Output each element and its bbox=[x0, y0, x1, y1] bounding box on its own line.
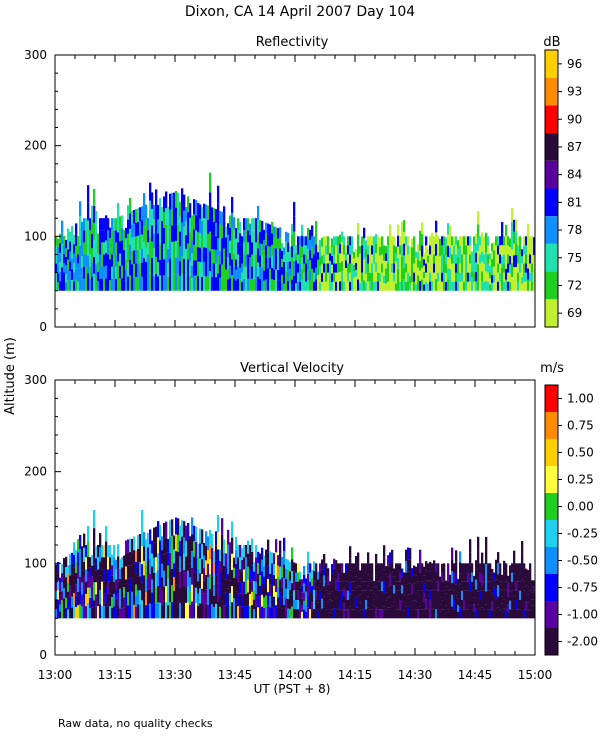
velocity-colorbar-swatch bbox=[545, 385, 558, 412]
velocity-colorbar-tick-label: 0.00 bbox=[567, 500, 594, 514]
velocity-colorbar-swatch bbox=[545, 547, 558, 574]
reflectivity-y-tick-label: 100 bbox=[24, 229, 47, 243]
reflectivity-colorbar-tick-label: 69 bbox=[567, 306, 582, 320]
reflectivity-colorbar-swatch bbox=[545, 133, 558, 161]
y-axis-label: Altitude (m) bbox=[3, 337, 18, 415]
reflectivity-y-tick-label: 0 bbox=[39, 320, 47, 334]
reflectivity-colorbar-swatch bbox=[545, 243, 558, 272]
velocity-colorbar-swatch bbox=[545, 574, 558, 601]
velocity-colorbar-tick-label: -0.50 bbox=[567, 554, 598, 568]
x-tick-label: 14:15 bbox=[338, 668, 373, 682]
velocity-colorbar-tick-label: 0.50 bbox=[567, 446, 594, 460]
velocity-unit: m/s bbox=[540, 361, 564, 376]
reflectivity-colorbar-tick-label: 96 bbox=[567, 57, 582, 71]
velocity-colorbar-tick-label: 0.75 bbox=[567, 419, 594, 433]
velocity-colorbar-swatch bbox=[545, 412, 558, 439]
velocity-colorbar-swatch bbox=[545, 601, 558, 628]
x-tick-label: 13:00 bbox=[38, 668, 73, 682]
reflectivity-colorbar-tick-label: 78 bbox=[567, 223, 582, 237]
reflectivity-colorbar-tick-label: 84 bbox=[567, 168, 582, 182]
velocity-colorbar: 1.00 0.75 0.50 0.25 0.00 -0.25 -0.50 -0.75 -1.00… bbox=[544, 384, 598, 656]
reflectivity-colorbar-swatch bbox=[545, 188, 558, 217]
reflectivity-colorbar-tick-label: 75 bbox=[567, 251, 582, 265]
x-tick-label: 14:30 bbox=[398, 668, 433, 682]
reflectivity-colorbar-swatch bbox=[545, 105, 558, 134]
velocity-y-tick-label: 300 bbox=[24, 373, 47, 387]
velocity-y-tick-label: 200 bbox=[24, 465, 47, 479]
velocity-colorbar-tick-label: -1.00 bbox=[567, 608, 598, 622]
reflectivity-colorbar-tick-label: 87 bbox=[567, 140, 582, 154]
velocity-data-field bbox=[55, 509, 536, 619]
velocity-colorbar-swatch bbox=[545, 628, 558, 655]
reflectivity-title: Reflectivity bbox=[256, 35, 329, 50]
reflectivity-colorbar-tick-label: 90 bbox=[567, 112, 582, 126]
x-tick-label: 15:00 bbox=[518, 668, 553, 682]
reflectivity-colorbar-tick-label: 93 bbox=[567, 85, 582, 99]
velocity-y-tick-label: 0 bbox=[39, 648, 47, 662]
velocity-colorbar-swatch bbox=[545, 466, 558, 493]
reflectivity-colorbar-tick-label: 72 bbox=[567, 278, 582, 292]
velocity-colorbar-tick-label: -0.75 bbox=[567, 581, 598, 595]
velocity-colorbar-swatch bbox=[545, 439, 558, 466]
x-tick-label: 13:30 bbox=[158, 668, 193, 682]
x-tick-label: 14:00 bbox=[278, 668, 313, 682]
reflectivity-colorbar-swatch bbox=[545, 160, 558, 189]
velocity-colorbar-swatch bbox=[545, 493, 558, 520]
velocity-title: Vertical Velocity bbox=[240, 361, 344, 376]
reflectivity-colorbar-swatch bbox=[545, 271, 558, 300]
velocity-colorbar-tick-label: -0.25 bbox=[567, 527, 598, 541]
x-tick-label: 14:45 bbox=[458, 668, 493, 682]
velocity-colorbar-swatch bbox=[545, 520, 558, 547]
figure-title: Dixon, CA 14 April 2007 Day 104 bbox=[185, 4, 415, 20]
x-tick-label: 13:45 bbox=[218, 668, 253, 682]
x-tick-label: 13:15 bbox=[98, 668, 133, 682]
reflectivity-data-field bbox=[55, 172, 536, 291]
velocity-colorbar-tick-label: 1.00 bbox=[567, 392, 594, 406]
velocity-colorbar-tick-label: -2.00 bbox=[567, 635, 598, 649]
reflectivity-unit: dB bbox=[543, 35, 560, 50]
reflectivity-colorbar: 96 93 90 87 84 81 78 75 72 69 bbox=[544, 49, 582, 328]
reflectivity-colorbar-frame bbox=[544, 49, 559, 328]
reflectivity-colorbar-tick-label: 81 bbox=[567, 195, 582, 209]
reflectivity-y-tick-label: 200 bbox=[24, 139, 47, 153]
reflectivity-colorbar-swatch bbox=[545, 50, 558, 78]
velocity-colorbar-frame bbox=[544, 384, 559, 656]
velocity-colorbar-tick-label: 0.25 bbox=[567, 473, 594, 487]
reflectivity-colorbar-swatch bbox=[545, 216, 558, 244]
reflectivity-colorbar-swatch bbox=[545, 77, 558, 106]
footnote: Raw data, no quality checks bbox=[58, 717, 213, 730]
x-axis-label: UT (PST + 8) bbox=[254, 682, 331, 696]
velocity-y-tick-label: 100 bbox=[24, 556, 47, 570]
reflectivity-panel: 0 100 200 300 96 93 90 87 84 81 78 75 72 69 bbox=[24, 48, 582, 334]
reflectivity-colorbar-swatch bbox=[545, 299, 558, 327]
velocity-panel: 0 100 200 300 13:00 13:15 13:30 13:45 14:00 14:15… bbox=[24, 373, 598, 682]
reflectivity-y-tick-label: 300 bbox=[24, 48, 47, 62]
